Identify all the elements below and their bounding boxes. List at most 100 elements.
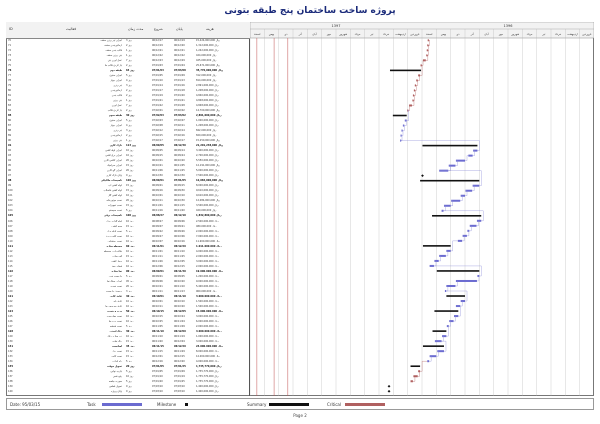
task-name: نصب درب ها	[108, 319, 122, 323]
task-name: لوله کشی فاضلاب	[103, 189, 122, 193]
task-finish: 96/11/05	[174, 164, 185, 167]
task-cost: 5,000,000,000 ریال	[196, 169, 219, 172]
dependency-link	[450, 240, 458, 252]
task-finish: 96/10/10	[174, 194, 185, 198]
task-start: 96/11/26	[152, 259, 163, 263]
task-finish: 96/11/15	[174, 204, 185, 208]
task-id: 83	[8, 104, 12, 107]
task-finish: 96/11/20	[174, 209, 185, 213]
header-duration: مدت زمان	[128, 27, 144, 31]
legend-summary-swatch	[269, 403, 309, 406]
task-finish: 97/02/16	[174, 134, 185, 137]
summary-bar	[422, 345, 444, 347]
task-duration: 1 روز	[126, 99, 132, 102]
task-id: 127	[8, 324, 13, 328]
month-label: اسفند	[254, 33, 261, 36]
task-cost: 842,000,000 ریال	[196, 129, 217, 132]
task-name: آسانسور	[111, 344, 122, 348]
table-row: 127 نصب شیشه 5 روز 96/11/05 96/11/09 2,000,00…	[6, 325, 250, 328]
task-cost: 4,000,000,000 ریال	[196, 359, 219, 363]
task-cost: 24,000,000,000 ریال	[196, 344, 224, 348]
task-finish: 96/12/20	[174, 44, 185, 47]
task-start: 96/10/15	[152, 314, 163, 318]
task-finish: 97/01/09	[174, 74, 185, 77]
task-name: صورت جلسه	[108, 379, 122, 383]
summary-bar	[389, 69, 422, 72]
task-cost: 19,000,000,000 ریال	[196, 269, 224, 273]
dependency-link	[406, 110, 409, 121]
task-start: 96/09/07	[152, 224, 163, 228]
task-name: درب و پنجره	[107, 309, 122, 313]
task-name: فضای سبز	[111, 264, 122, 268]
dependency-link	[465, 155, 469, 161]
task-name: قالب بندی	[111, 94, 122, 97]
dependency-link	[436, 350, 439, 357]
task-name: عمل آوری	[111, 104, 122, 107]
task-finish: 96/12/29	[174, 244, 186, 248]
task-finish: 96/11/30	[174, 269, 186, 273]
task-cost: 25,671,000,000 ریال	[196, 64, 221, 67]
task-duration: 5 روز	[126, 274, 132, 278]
task-id: 130	[8, 339, 13, 343]
table-row: 94 اجرای کاشی کاری 20 روز 96/10/01 96/10/20 5…	[6, 159, 250, 162]
task-id: 100	[8, 189, 13, 193]
task-finish: 96/12/30	[174, 144, 186, 147]
task-finish: 96/11/04	[174, 319, 185, 323]
table-row: 113 کف سازی 15 روز 96/11/11 96/11/25 2,000,00…	[6, 255, 250, 258]
milestone-mark	[387, 384, 391, 388]
summary-bar	[410, 365, 421, 368]
task-bar	[409, 104, 412, 107]
month-label: مهر	[498, 33, 504, 36]
table-row: 76 طبقه دوم 64 روز 97/01/03 97/03/08 35,770,0…	[6, 69, 250, 72]
task-bar	[439, 254, 446, 257]
task-name: نازک کاری	[109, 144, 122, 147]
task-cost: 1,000,000,000 ریال	[196, 119, 219, 122]
task-cost: 1,500,000,000 ریال	[196, 299, 219, 303]
table-row: 72 قالب بندی سقف 1 روز 96/12/21 96/12/21 1,24…	[6, 49, 250, 52]
task-name: لوله کشی گاز	[108, 194, 122, 198]
task-bar	[442, 335, 447, 338]
task-id: 126	[8, 319, 13, 323]
table-row: 99 لوله کشی آب 15 روز 96/09/01 96/09/15 8,000…	[6, 184, 250, 187]
legend-critical-swatch	[345, 403, 385, 406]
task-name: عایق کاری	[109, 294, 122, 298]
task-finish: 97/03/10	[174, 384, 185, 388]
task-cost: 1,011,000,000 ریال	[196, 244, 222, 248]
task-id: 95	[8, 164, 12, 167]
task-start: 97/01/21	[152, 99, 163, 102]
task-finish: 96/10/20	[174, 304, 185, 308]
task-duration: 10 روز	[126, 299, 134, 303]
month-label: آبان	[484, 32, 488, 36]
task-start: 96/09/01	[152, 269, 164, 273]
table-row: 105 تاسیسات برقی 100 روز 96/08/27 96/12/10 1,…	[6, 214, 250, 217]
task-name: رنگ نهایی	[112, 339, 122, 343]
dependency-link	[400, 140, 480, 151]
task-cost: 9,610,000,000 ریال	[196, 189, 219, 193]
task-duration: 15 روز	[126, 164, 134, 167]
task-start: 96/09/06	[152, 279, 163, 283]
task-finish: 96/11/25	[174, 254, 185, 258]
task-duration: 0 روز	[126, 389, 132, 393]
task-cost: 2,000,000,000 ریال	[196, 254, 219, 258]
table-row: 82 بتن ریزی 1 روز 97/01/21 97/01/21 4,848,000…	[6, 99, 250, 102]
table-row: 97 پایان نازک کاری 0 روز 96/12/30 96/12/30 7,…	[6, 174, 250, 177]
task-finish: 96/12/04	[174, 339, 185, 343]
table-row: 126 نصب درب ها 10 روز 96/10/25 96/11/04 6,000…	[6, 320, 250, 323]
task-start: 96/10/11	[152, 304, 163, 308]
task-finish: 96/11/10	[174, 294, 186, 298]
task-id: 84	[8, 109, 12, 112]
task-cost: 14,700,000,000 ریال	[196, 109, 221, 112]
task-cost: 15,000,000,000 ریال	[196, 309, 224, 313]
task-finish: 97/02/02	[174, 109, 185, 112]
task-name: بازدید نهایی	[110, 369, 122, 373]
task-start: 96/11/11	[152, 254, 163, 258]
table-row: 71 آرماتوربندی سقف 2 روز 96/12/19 96/12/20 1,…	[6, 44, 250, 47]
task-duration: 20 روز	[126, 284, 134, 288]
task-cost: 7,000,000,000 ریال	[196, 234, 219, 238]
task-name: آرماتوربندی	[110, 134, 122, 137]
task-cost: 1,208,000,000 ریال	[196, 124, 219, 127]
task-start: 96/12/21	[152, 49, 163, 52]
table-row: 119 نصب پنجره 20 روز 96/10/21 96/11/10 5,400,…	[6, 285, 250, 288]
task-id: 133	[8, 354, 13, 358]
task-id: 132	[8, 349, 13, 353]
